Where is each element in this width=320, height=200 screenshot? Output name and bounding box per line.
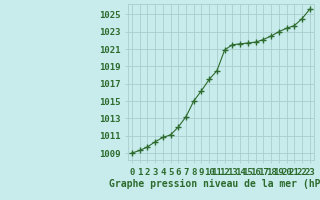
X-axis label: Graphe pression niveau de la mer (hPa): Graphe pression niveau de la mer (hPa) bbox=[109, 179, 320, 189]
